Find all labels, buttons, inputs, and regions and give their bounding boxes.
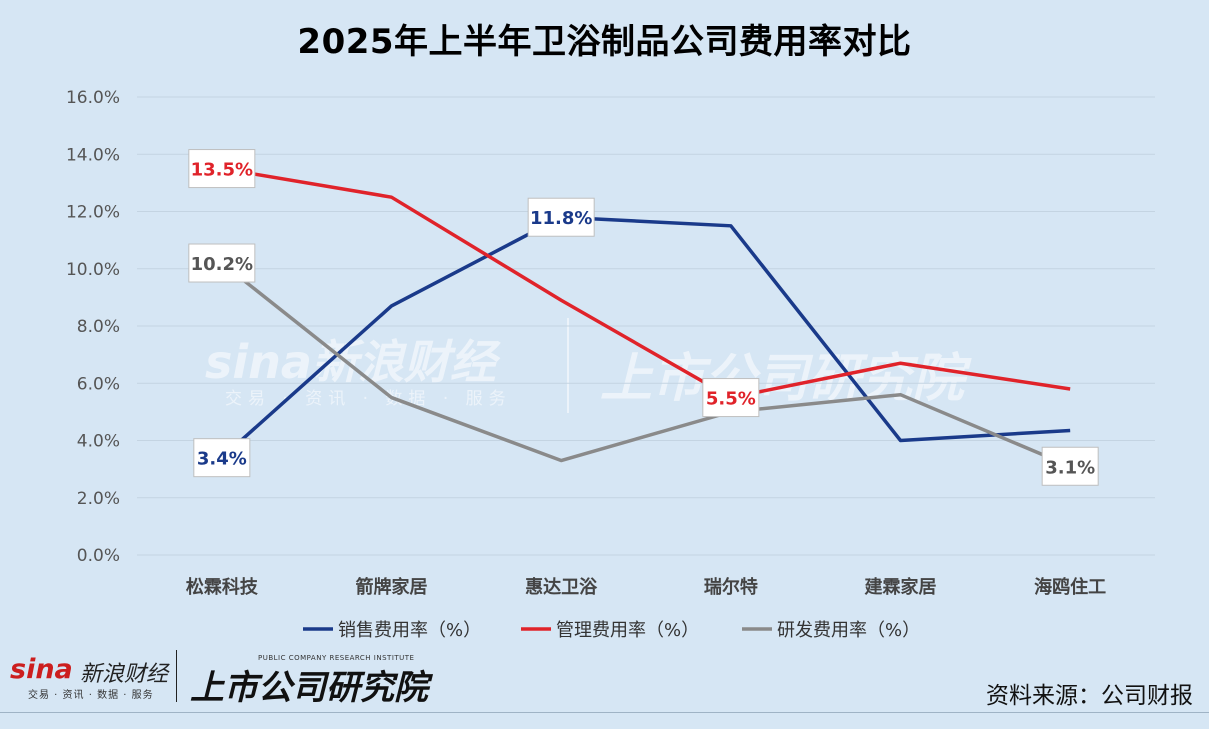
legend-item: 管理费用率（%） (521, 620, 699, 641)
legend-item: 研发费用率（%） (742, 620, 920, 641)
x-tick-label: 惠达卫浴 (525, 576, 598, 598)
y-tick-label: 4.0% (77, 432, 120, 452)
y-tick-label: 2.0% (77, 489, 120, 509)
svg-text:11.8%: 11.8% (530, 208, 592, 229)
research-institute-brand: 上市公司研究院 (190, 668, 428, 708)
source-note: 资料来源：公司财报 (986, 683, 1193, 709)
sina-logo: sina 新浪财经 交易 · 资讯 · 数据 · 服务 PUBLIC COMPA… (10, 648, 430, 708)
svg-text:管理费用率（%）: 管理费用率（%） (556, 620, 699, 641)
svg-text:10.2%: 10.2% (191, 254, 253, 275)
logo-divider (176, 650, 177, 702)
svg-text:13.5%: 13.5% (191, 160, 253, 181)
y-tick-label: 12.0% (66, 203, 120, 223)
y-tick-label: 16.0% (66, 88, 120, 108)
data-label: 10.2% (188, 243, 256, 283)
y-axis-ticks: 0.0% 2.0% 4.0% 6.0% 8.0% 10.0% 12.0% 14.0% 16.0% (66, 88, 120, 566)
data-label: 11.8% (527, 197, 595, 237)
logo-tagline: 交易 · 资讯 · 数据 · 服务 (28, 690, 154, 701)
y-tick-label: 10.0% (66, 260, 120, 280)
grid-lines (137, 96, 1155, 556)
bottom-divider (0, 712, 1209, 713)
sina-wordmark: sina (10, 654, 73, 685)
data-label: 3.1% (1041, 446, 1099, 486)
x-axis-ticks: 松霖科技 箭牌家居 惠达卫浴 瑞尔特 建霖家居 海鸥住工 (186, 576, 1106, 598)
svg-text:研发费用率（%）: 研发费用率（%） (777, 620, 920, 641)
data-label: 5.5% (702, 378, 760, 418)
y-tick-label: 14.0% (66, 145, 120, 165)
y-tick-label: 6.0% (77, 374, 120, 394)
svg-text:3.1%: 3.1% (1045, 457, 1095, 478)
chart-title: 2025年上半年卫浴制品公司费用率对比 (297, 22, 912, 62)
series-line (220, 215, 1071, 459)
x-tick-label: 松霖科技 (186, 576, 259, 598)
sina-finance-name: 新浪财经 (80, 662, 169, 687)
x-tick-label: 瑞尔特 (704, 576, 758, 598)
data-label: 13.5% (188, 149, 256, 189)
series-line (220, 261, 1071, 468)
legend-item: 销售费用率（%） (303, 620, 481, 641)
svg-text:5.5%: 5.5% (706, 389, 756, 410)
x-tick-label: 海鸥住工 (1034, 576, 1106, 598)
series-line (221, 166, 1071, 400)
legend: 销售费用率（%） 管理费用率（%） 研发费用率（%） (303, 620, 920, 641)
data-label: 3.4% (193, 438, 251, 478)
y-tick-label: 0.0% (77, 546, 120, 566)
brand-english-name: PUBLIC COMPANY RESEARCH INSTITUTE (258, 654, 415, 662)
data-labels: 3.4% 11.8% 13.5% 5.5% 10.2% 3.1% (188, 149, 1099, 486)
svg-text:销售费用率（%）: 销售费用率（%） (338, 620, 481, 641)
y-tick-label: 8.0% (77, 317, 120, 337)
svg-text:3.4%: 3.4% (197, 449, 247, 470)
x-tick-label: 箭牌家居 (356, 576, 428, 598)
series-lines (220, 166, 1071, 468)
x-tick-label: 建霖家居 (865, 576, 937, 598)
